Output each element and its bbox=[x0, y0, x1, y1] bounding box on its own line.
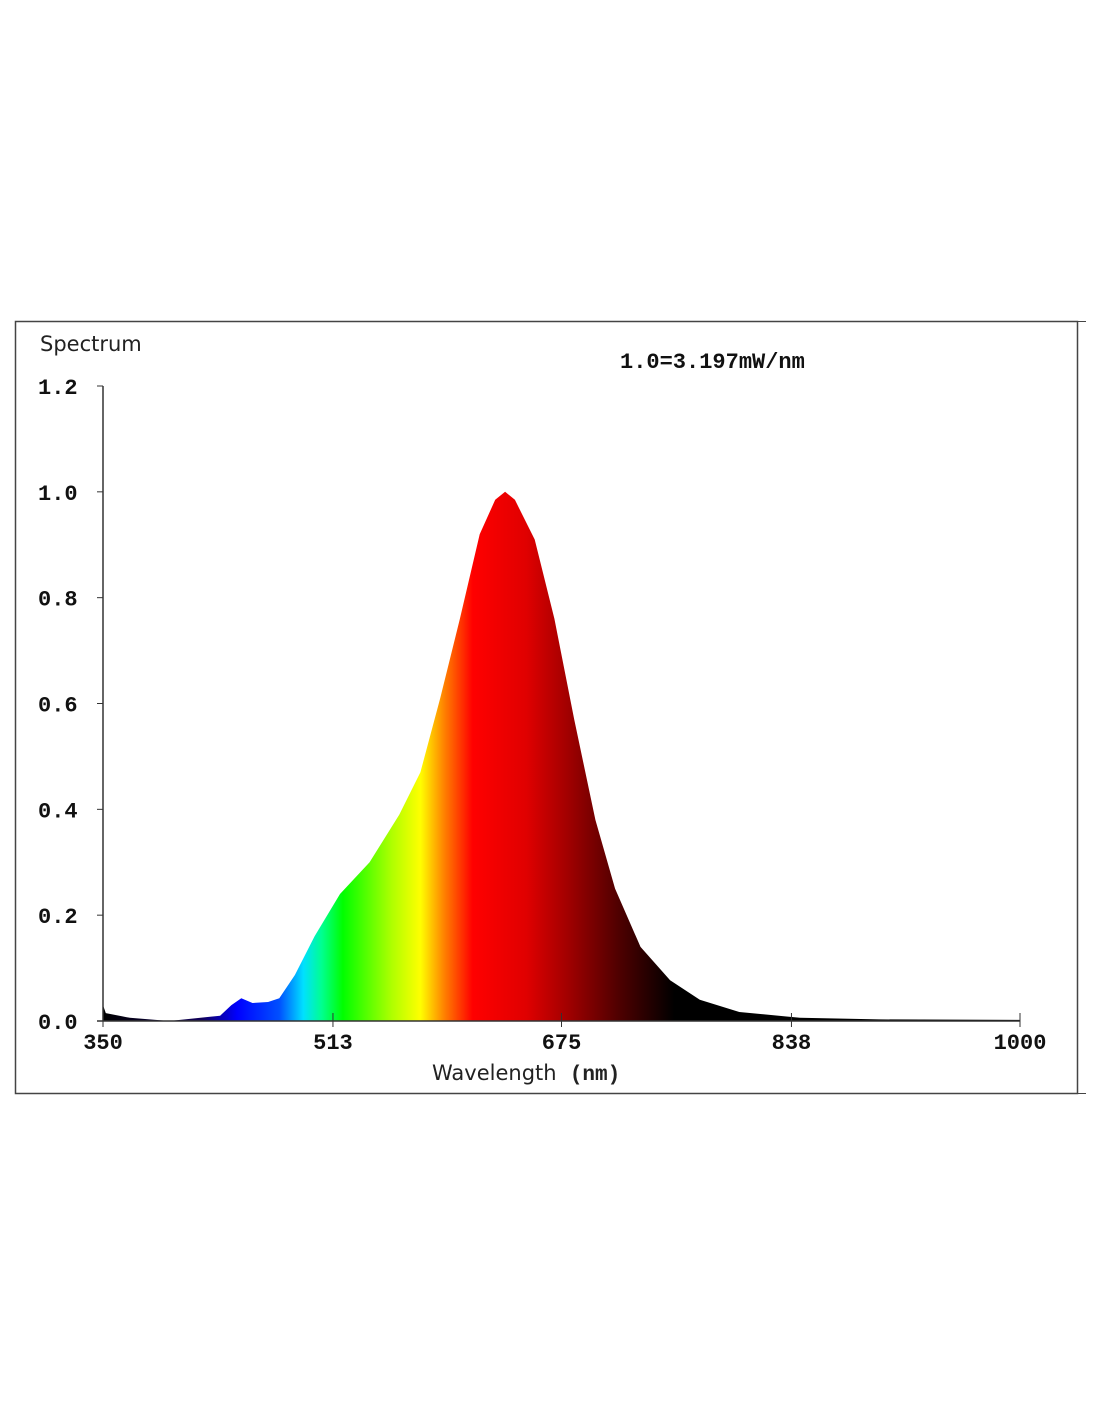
chart-frame bbox=[14, 320, 1079, 1095]
y-tick-label: 0.6 bbox=[38, 694, 78, 719]
x-axis-label-text: Wavelength bbox=[432, 1061, 557, 1085]
y-tick-label: 0.8 bbox=[38, 588, 78, 613]
y-tick-label: 0.0 bbox=[38, 1011, 78, 1036]
spectrum-area bbox=[103, 491, 1020, 1021]
x-axis-label: Wavelength (nm) bbox=[432, 1061, 620, 1087]
x-tick-label: 838 bbox=[772, 1031, 812, 1056]
y-tick-label: 1.0 bbox=[38, 482, 78, 507]
chart-title: Spectrum bbox=[40, 332, 142, 356]
x-tick-label: 350 bbox=[83, 1031, 123, 1056]
x-tick-label: 1000 bbox=[994, 1031, 1047, 1056]
y-tick-label: 0.4 bbox=[38, 799, 78, 824]
y-tick-label: 0.2 bbox=[38, 905, 78, 930]
y-tick-label: 1.2 bbox=[38, 376, 78, 401]
scale-annotation: 1.0=3.197mW/nm bbox=[620, 350, 805, 375]
x-axis-label-unit: (nm) bbox=[570, 1064, 620, 1087]
x-tick-label: 675 bbox=[542, 1031, 582, 1056]
x-tick-label: 513 bbox=[313, 1031, 353, 1056]
